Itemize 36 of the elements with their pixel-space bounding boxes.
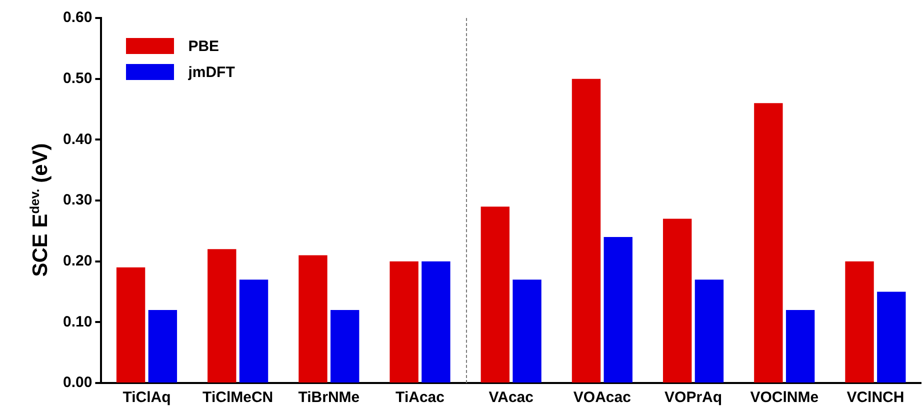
bar [754,103,783,382]
x-tick-label: VOClNMe [750,389,819,406]
x-tick-label: VClNCH [846,389,904,406]
y-tick-label: 0.60 [62,9,92,26]
x-tick-label: VAcac [488,389,534,406]
legend-label: jmDFT [188,64,235,80]
x-tick-label: TiBrNMe [298,389,360,406]
bar [845,261,874,382]
y-tick-label: 0.50 [62,70,92,87]
bar [239,280,268,382]
y-tick-label: 0.00 [62,374,92,392]
bar [390,261,418,382]
bar [298,255,328,382]
x-tick-label: TiClMeCN [202,389,274,406]
bar [786,310,815,382]
bar [512,280,542,382]
bar [422,261,450,382]
legend-label: PBE [188,38,220,54]
y-tick-label: 0.40 [62,130,92,148]
y-tick-label: 0.20 [62,252,92,270]
bar [572,78,601,382]
bar [877,292,906,382]
y-tick-label: 0.10 [62,313,92,330]
bar [480,206,510,382]
x-tick-label: VOAcac [573,389,631,406]
bar [662,218,692,382]
bar [330,310,360,382]
x-tick-label: VOPrAq [664,389,722,406]
bar [604,237,632,382]
bar [116,267,146,382]
x-tick-label: TiAcac [396,389,444,406]
bar [694,280,724,382]
bar [148,310,178,382]
y-tick-label: 0.30 [62,192,92,209]
x-tick-label: TiClAq [122,389,171,406]
bar [208,249,236,382]
